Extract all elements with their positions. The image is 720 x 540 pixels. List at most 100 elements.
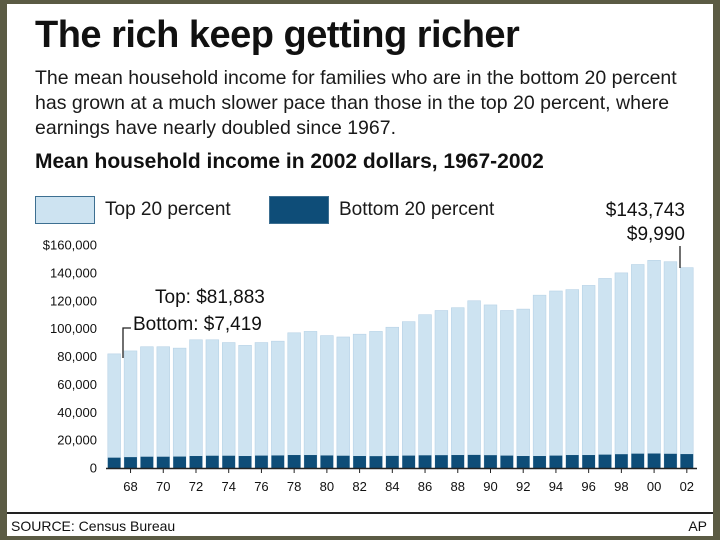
legend-item-top: Top 20 percent bbox=[35, 195, 231, 225]
bar-top-1986 bbox=[418, 314, 432, 469]
annotation-start-bottom: Bottom: $7,419 bbox=[133, 314, 262, 335]
bar-top-1995 bbox=[565, 289, 579, 469]
bar-top-1980 bbox=[320, 335, 334, 469]
bar-top-1974 bbox=[222, 342, 236, 469]
source-note: SOURCE: Census Bureau bbox=[11, 518, 176, 534]
bar-bottom-1980 bbox=[320, 455, 334, 468]
bar-bottom-1985 bbox=[402, 455, 416, 468]
bar-top-1997 bbox=[598, 278, 612, 469]
bar-top-1999 bbox=[631, 264, 645, 469]
bar-top-1983 bbox=[369, 331, 383, 469]
x-tick-label: 76 bbox=[254, 479, 268, 494]
chart-description: The mean household income for families w… bbox=[35, 67, 677, 139]
bar-bottom-2002 bbox=[680, 454, 694, 468]
bar-bottom-1978 bbox=[287, 455, 301, 468]
y-axis: 0 20,000 40,000 60,000 80,000 100,000 120,000 1… bbox=[43, 238, 97, 476]
bar-bottom-1994 bbox=[549, 455, 563, 468]
legend-swatch-bottom bbox=[269, 196, 329, 224]
bar-top-1976 bbox=[254, 342, 269, 469]
infographic-panel: The rich keep getting richer The mean ho… bbox=[7, 4, 713, 536]
bar-bottom-1992 bbox=[516, 456, 530, 468]
bar-bottom-1974 bbox=[222, 455, 236, 468]
bar-bottom-1989 bbox=[467, 454, 481, 468]
bar-top-1981 bbox=[336, 336, 350, 469]
bar-top-1988 bbox=[451, 307, 465, 469]
x-tick-label: 80 bbox=[320, 479, 334, 494]
bar-top-1985 bbox=[401, 321, 416, 469]
bar-bottom-1969 bbox=[140, 456, 154, 468]
bar-top-1998 bbox=[614, 272, 629, 469]
legend-swatch-top bbox=[35, 196, 95, 224]
x-axis: 68 70 72 74 76 78 80 82 84 86 88 90 92 94 96 98 00 02 bbox=[123, 468, 694, 494]
bar-top-1973 bbox=[205, 339, 220, 469]
bar-top-1967 bbox=[107, 353, 121, 469]
x-tick-label: 72 bbox=[189, 479, 203, 494]
y-tick-label: 120,000 bbox=[50, 293, 97, 308]
annotation-end-bottom: $9,990 bbox=[627, 224, 685, 245]
legend-item-bottom: Bottom 20 percent bbox=[269, 195, 494, 225]
x-tick-label: 92 bbox=[516, 479, 530, 494]
bar-bottom-1993 bbox=[533, 456, 546, 468]
bar-bottom-1986 bbox=[418, 455, 432, 468]
bar-bottom-1990 bbox=[484, 455, 497, 468]
x-tick-label: 90 bbox=[483, 479, 497, 494]
y-tick-label: 0 bbox=[90, 461, 97, 476]
y-tick-label: 100,000 bbox=[50, 321, 97, 336]
legend-label-top: Top 20 percent bbox=[105, 199, 231, 220]
chart-title: The rich keep getting richer bbox=[35, 14, 520, 56]
y-tick-label: 40,000 bbox=[57, 405, 97, 420]
x-tick-label: 94 bbox=[549, 479, 563, 494]
y-tick-label: 20,000 bbox=[57, 433, 97, 448]
bar-top-1978 bbox=[287, 332, 301, 469]
bar-bottom-1995 bbox=[565, 455, 579, 468]
bar-bottom-1982 bbox=[353, 456, 366, 468]
bar-bottom-1983 bbox=[369, 456, 383, 468]
bar-bottom-2000 bbox=[647, 453, 661, 468]
bar-top-1968 bbox=[123, 350, 138, 469]
bar-top-1984 bbox=[385, 326, 400, 469]
bar-bottom-1981 bbox=[336, 455, 350, 468]
x-tick-label: 74 bbox=[221, 479, 235, 494]
bar-top-2000 bbox=[647, 260, 661, 469]
bar-bottom-1972 bbox=[189, 456, 203, 468]
y-tick-label: 140,000 bbox=[50, 265, 97, 280]
bar-top-1975 bbox=[238, 345, 252, 469]
annotation-start-top: Top: $81,883 bbox=[155, 287, 265, 308]
bar-bottom-1991 bbox=[500, 455, 514, 468]
bar-bottom-1977 bbox=[271, 455, 285, 468]
bar-bottom-1971 bbox=[173, 456, 187, 468]
bar-bottom-1970 bbox=[156, 456, 170, 468]
bar-bottom-1976 bbox=[255, 455, 268, 468]
bar-bottom-1973 bbox=[205, 455, 219, 468]
bar-top-1994 bbox=[549, 290, 563, 469]
footer-divider bbox=[7, 512, 713, 514]
x-tick-label: 82 bbox=[352, 479, 366, 494]
bar-bottom-1997 bbox=[598, 454, 612, 468]
bar-top-1992 bbox=[516, 308, 530, 469]
bar-top-1971 bbox=[172, 347, 187, 469]
legend-label-bottom: Bottom 20 percent bbox=[339, 199, 495, 220]
bar-bottom-1979 bbox=[304, 455, 317, 468]
bar-top-1970 bbox=[156, 346, 170, 469]
bar-top-1979 bbox=[303, 331, 318, 469]
bar-bottom-1967 bbox=[107, 457, 121, 468]
x-tick-label: 00 bbox=[647, 479, 661, 494]
bar-bottom-1987 bbox=[435, 455, 448, 468]
x-tick-label: 96 bbox=[581, 479, 595, 494]
bar-bottom-1984 bbox=[385, 455, 399, 468]
bar-top-1972 bbox=[189, 339, 203, 469]
y-tick-label: 60,000 bbox=[57, 377, 97, 392]
x-tick-label: 86 bbox=[418, 479, 432, 494]
bar-bottom-1996 bbox=[582, 455, 596, 468]
bar-top-1991 bbox=[500, 310, 514, 469]
bar-bottom-1998 bbox=[614, 454, 628, 468]
bar-top-1996 bbox=[581, 285, 596, 469]
bars-layer bbox=[107, 260, 694, 469]
bar-bottom-2001 bbox=[664, 453, 677, 468]
y-tick-label: $160,000 bbox=[43, 238, 97, 253]
bar-top-1990 bbox=[483, 304, 498, 469]
x-tick-label: 02 bbox=[680, 479, 694, 494]
bar-top-1977 bbox=[271, 340, 285, 469]
x-tick-label: 68 bbox=[123, 479, 137, 494]
bar-bottom-1988 bbox=[451, 455, 465, 468]
